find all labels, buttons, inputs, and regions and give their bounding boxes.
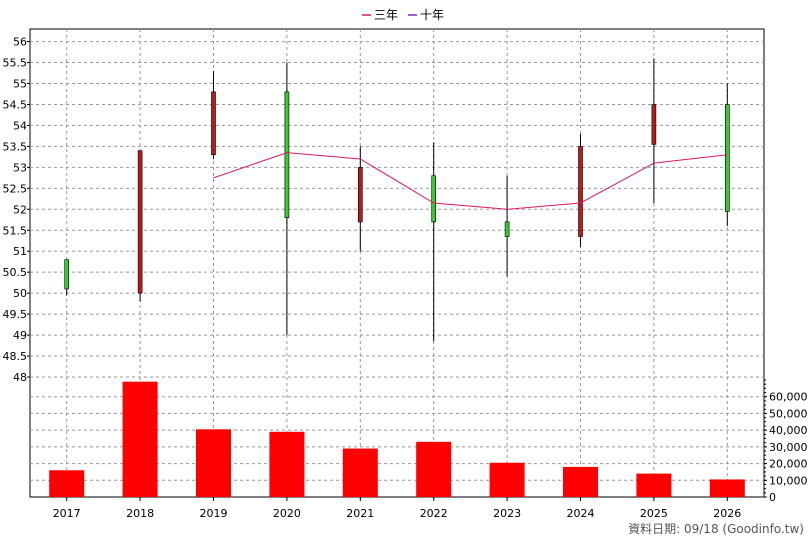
legend-label-three-year: 三年: [374, 8, 398, 22]
volume-bars: [49, 381, 745, 497]
x-tick-label: 2024: [567, 507, 595, 520]
price-tick-label: 51: [13, 245, 27, 258]
x-tick-label: 2018: [126, 507, 154, 520]
volume-axis-ticks: 0 10,000 20,000 30,000 40,000 50,000 60,000: [764, 379, 808, 504]
candle-body: [578, 146, 583, 237]
x-axis-ticks: 2017 2018 2019 2020 2021 2022 2023 2024 2025 2026: [53, 497, 741, 520]
candle-body: [64, 259, 69, 290]
price-tick-label: 50: [13, 287, 27, 300]
price-tick-label: 55: [13, 78, 27, 91]
price-tick-label: 50.5: [3, 266, 28, 279]
candle-body: [284, 91, 290, 218]
volume-tick-label: 10,000: [769, 474, 808, 487]
legend: 三年 十年: [362, 8, 444, 22]
plot-frame: [29, 28, 765, 498]
candle-body: [431, 175, 437, 223]
volume-tick-label: 30,000: [769, 441, 808, 454]
footer-data-date: 資料日期: 09/18 (Goodinfo.tw): [628, 522, 804, 536]
price-tick-label: 55.5: [3, 57, 28, 70]
price-tick-label: 53.5: [3, 140, 28, 153]
price-tick-label: 49: [13, 329, 27, 342]
volume-bar: [122, 381, 158, 497]
price-axis-ticks: 48 48.5 49 49.5 50 50.5 51 51.5 52 52.5 53 53.5 54 54…: [3, 36, 30, 384]
volume-tick-label: 50,000: [769, 407, 808, 420]
volume-bar: [269, 431, 305, 497]
price-tick-label: 54.5: [3, 98, 28, 111]
volume-tick-label: 60,000: [769, 391, 808, 404]
candle-body: [724, 104, 730, 212]
candles: [64, 58, 730, 342]
volume-bar: [342, 448, 378, 497]
volume-bar: [196, 429, 231, 497]
x-tick-label: 2020: [273, 507, 301, 520]
legend-label-ten-year: 十年: [420, 8, 444, 22]
price-tick-label: 52.5: [3, 182, 28, 195]
three-year-ma-line: [213, 152, 728, 210]
x-tick-label: 2023: [493, 507, 521, 520]
volume-bar: [416, 441, 452, 497]
volume-bar: [49, 470, 85, 497]
candle-body: [357, 167, 363, 223]
candle-body: [137, 150, 143, 294]
candle-body: [211, 91, 216, 156]
x-tick-label: 2021: [346, 507, 374, 520]
volume-tick-label: 0: [769, 491, 776, 504]
price-tick-label: 48.5: [3, 350, 28, 363]
volume-bar: [489, 462, 525, 497]
price-tick-label: 56: [13, 36, 27, 49]
x-tick-label: 2026: [713, 507, 741, 520]
x-tick-label: 2025: [640, 507, 668, 520]
price-tick-label: 49.5: [3, 308, 28, 321]
volume-bar: [636, 473, 672, 497]
x-tick-label: 2022: [420, 507, 448, 520]
price-tick-label: 51.5: [3, 224, 28, 237]
x-tick-label: 2017: [53, 507, 81, 520]
volume-tick-label: 40,000: [769, 424, 808, 437]
price-tick-label: 54: [13, 119, 27, 132]
price-tick-label: 53: [13, 161, 27, 174]
volume-tick-label: 20,000: [769, 458, 808, 471]
volume-bar: [563, 466, 598, 497]
price-tick-label: 48: [13, 371, 27, 384]
volume-bar: [709, 479, 745, 497]
candle-body: [504, 221, 510, 237]
price-tick-label: 52: [13, 203, 27, 216]
candle-body: [651, 104, 657, 145]
x-tick-label: 2019: [200, 507, 228, 520]
